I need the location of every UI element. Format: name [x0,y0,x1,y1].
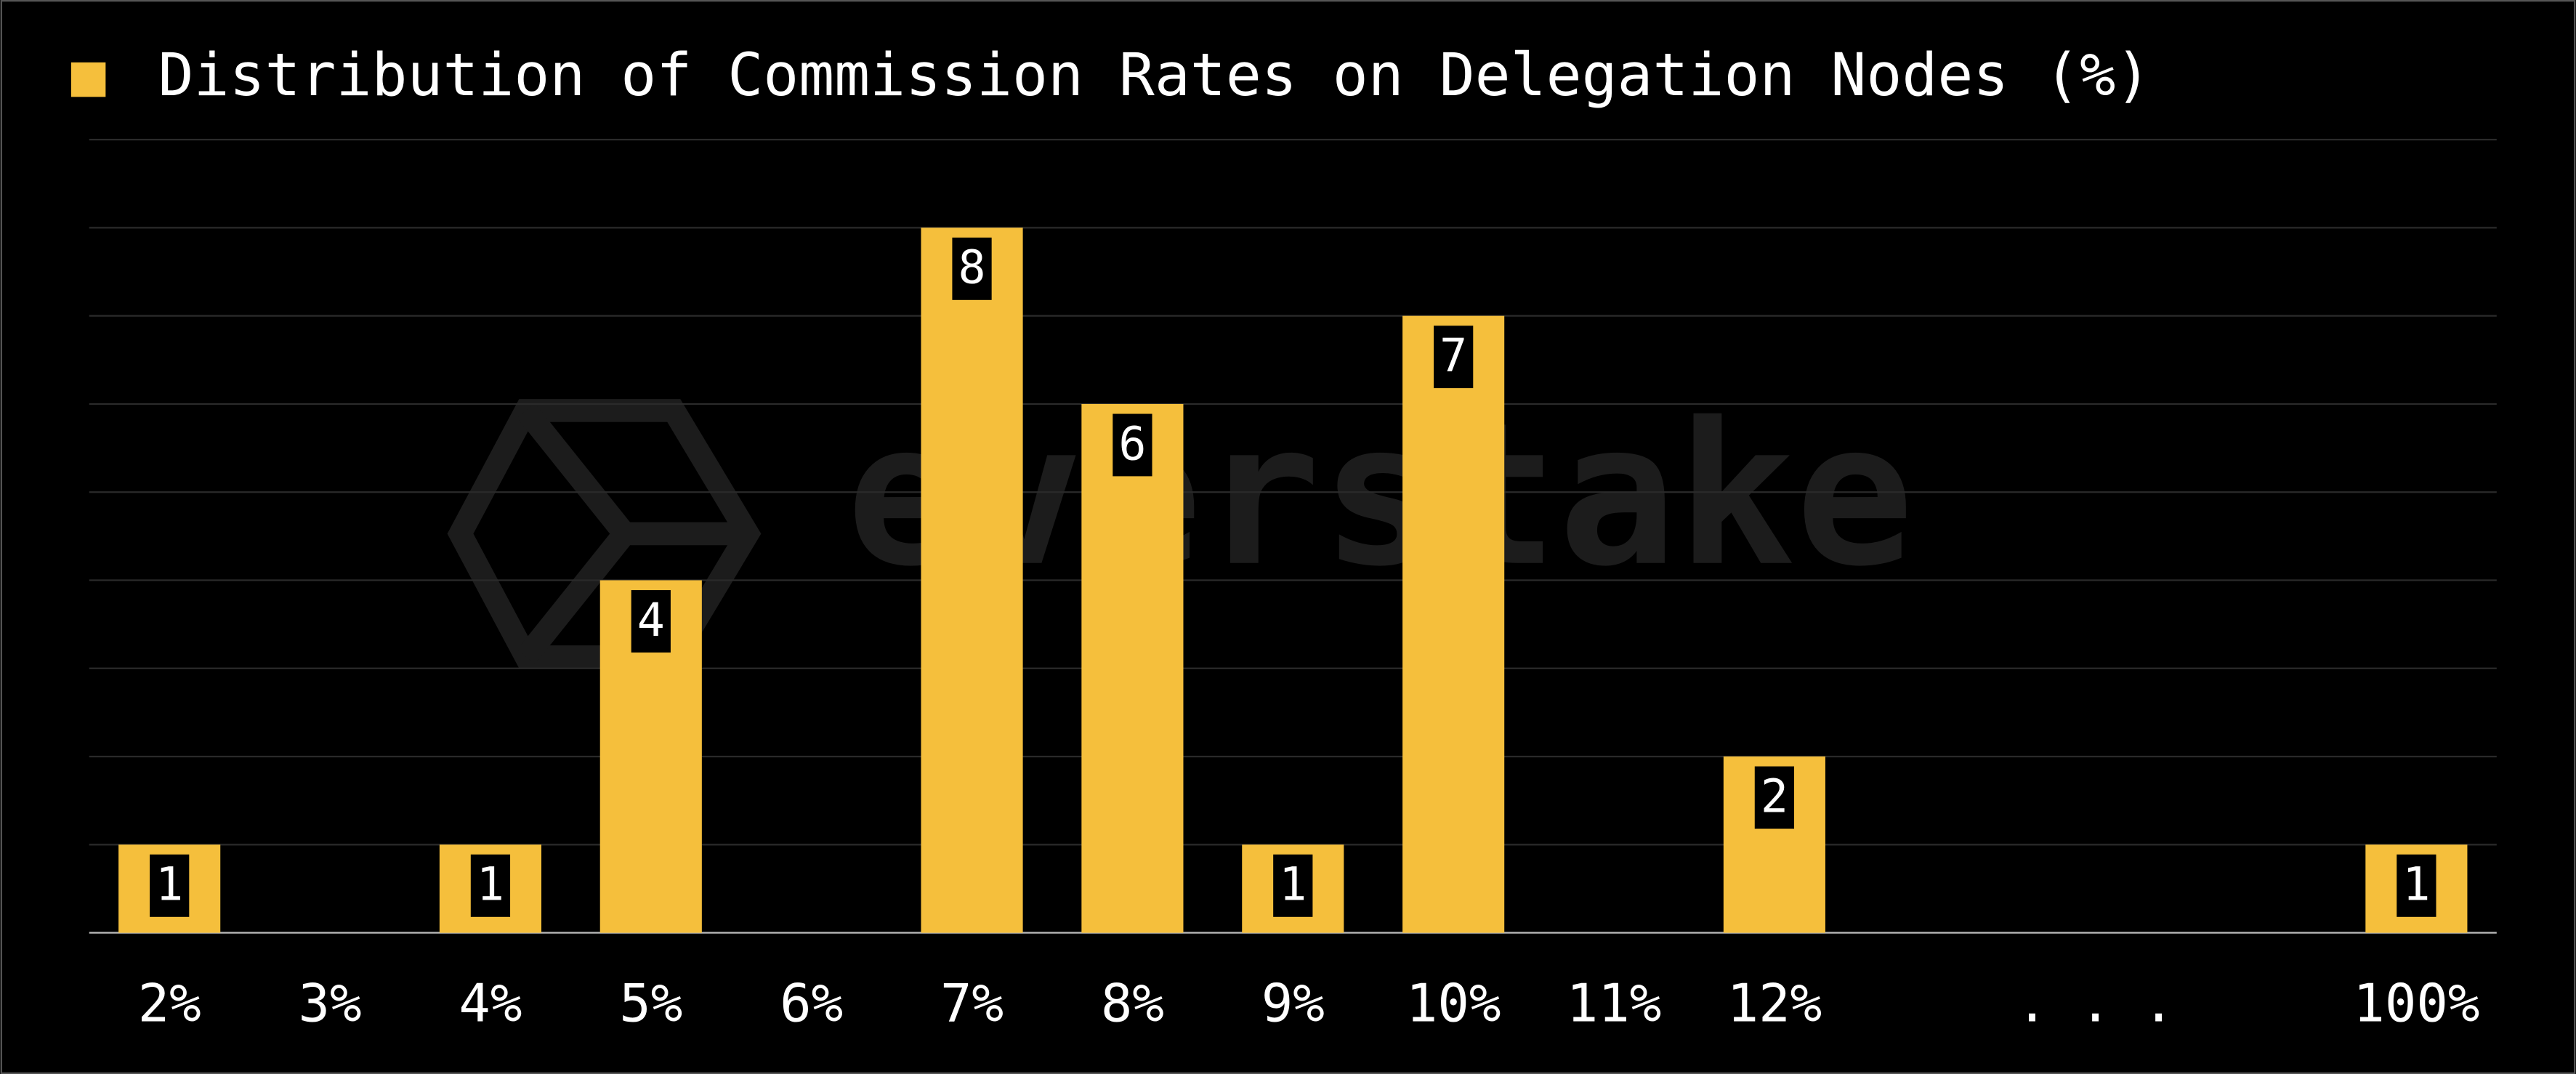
chart-title: Distribution of Commission Rates on Dele… [158,41,2151,110]
x-tick-label: 6% [780,973,843,1034]
value-label: 4 [637,593,665,647]
x-tick-label: 3% [299,973,362,1034]
x-tick-label: 10% [1406,973,1501,1034]
value-label: 1 [2402,857,2430,911]
bar [1081,403,1184,933]
x-tick-label: 11% [1567,973,1662,1034]
x-tick-label: 2% [138,973,201,1034]
legend-swatch [70,62,106,97]
x-tick-label: 5% [619,973,682,1034]
value-label-box [1754,766,1795,829]
value-label-box [952,237,992,300]
value-label-box [1273,854,1313,917]
value-label: 1 [477,857,504,911]
value-label-box [631,590,671,653]
value-label: 8 [958,241,985,294]
x-tick-label: 9% [1261,973,1325,1034]
value-label-box [150,854,190,917]
x-tick-label: 7% [940,973,1004,1034]
value-label: 1 [156,857,183,911]
x-tick-label: 8% [1101,973,1164,1034]
watermark: everstake [847,380,1914,610]
value-label-box [470,854,511,917]
bar [1402,315,1505,933]
x-tick-label: 100% [2353,973,2479,1034]
value-label: 6 [1118,416,1146,470]
value-label: 2 [1761,769,1788,823]
value-label: 1 [1279,857,1307,911]
value-label: 7 [1440,328,1467,382]
value-label-box [2397,854,2436,917]
value-label-box [1113,413,1152,477]
value-label-box [1434,326,1474,389]
bar [921,227,1023,933]
x-tick-label: . . . [2016,973,2175,1034]
x-tick-label: 4% [459,973,522,1034]
x-tick-label: 12% [1727,973,1822,1034]
